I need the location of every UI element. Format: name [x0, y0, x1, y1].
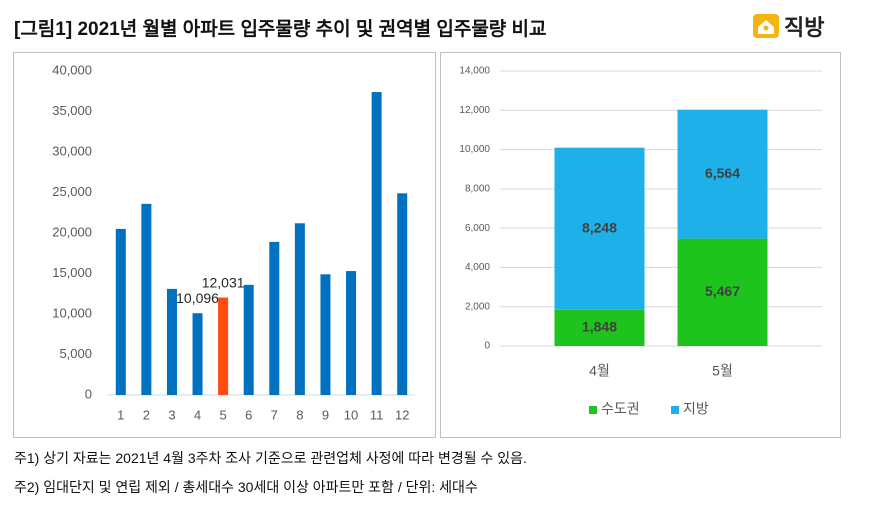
y-tick-label: 0	[484, 341, 490, 352]
y-tick-label: 8,000	[465, 183, 490, 194]
right-panel	[440, 52, 841, 438]
note: 주1) 상기 자료는 2021년 4월 3주차 조사 기준으로 관련업체 사정에…	[14, 450, 527, 466]
y-tick-label: 25,000	[52, 184, 92, 199]
data-label: 6,564	[705, 165, 740, 181]
bar	[192, 313, 203, 395]
bar	[397, 193, 408, 395]
y-tick-label: 35,000	[52, 103, 92, 118]
title: [그림1] 2021년 월별 아파트 입주물량 추이 및 권역별 입주물량 비교	[14, 19, 547, 40]
x-tick-label: 4월	[589, 363, 610, 379]
logo-text: 직방	[784, 15, 825, 40]
bar	[141, 203, 152, 395]
y-tick-label: 40,000	[52, 62, 92, 77]
bar	[218, 297, 229, 395]
y-tick-label: 2,000	[465, 301, 490, 312]
note: 주2) 임대단지 및 연립 제외 / 총세대수 30세대 이상 아파트만 포함 …	[14, 479, 478, 495]
legend-swatch	[671, 406, 679, 414]
x-tick-label: 3	[168, 407, 175, 422]
x-tick-label: 4	[194, 407, 201, 422]
bar-segment	[554, 147, 645, 310]
x-tick-label: 2	[143, 407, 150, 422]
x-tick-label: 1	[117, 407, 124, 422]
logo: 직방	[752, 10, 824, 42]
x-tick-label: 8	[296, 407, 303, 422]
y-tick-label: 14,000	[459, 66, 490, 77]
y-tick-label: 15,000	[52, 265, 92, 280]
bar	[115, 228, 126, 395]
y-tick-label: 12,000	[459, 105, 490, 116]
x-tick-label: 7	[271, 407, 278, 422]
y-tick-label: 0	[85, 386, 92, 401]
bar	[166, 288, 177, 395]
legend-label: 지방	[683, 401, 709, 417]
x-tick-label: 12	[395, 407, 409, 422]
y-tick-label: 10,000	[459, 144, 490, 155]
x-tick-label: 10	[344, 407, 358, 422]
bar	[346, 271, 357, 395]
data-label: 5,467	[705, 283, 740, 299]
bar	[269, 241, 280, 395]
data-label: 1,848	[582, 319, 617, 335]
legend-swatch	[589, 406, 597, 414]
bar	[243, 284, 254, 395]
y-tick-label: 6,000	[465, 223, 490, 234]
x-tick-label: 11	[370, 407, 384, 422]
y-tick-label: 10,000	[52, 305, 92, 320]
bar-segment	[554, 309, 645, 346]
bar-segment	[677, 109, 768, 239]
y-tick-label: 5,000	[59, 346, 92, 361]
data-label: 10,096	[176, 290, 219, 306]
x-tick-label: 5	[220, 407, 227, 422]
bar	[294, 223, 305, 395]
y-tick-label: 4,000	[465, 262, 490, 273]
left-panel	[13, 52, 436, 438]
data-label: 8,248	[582, 219, 617, 235]
x-tick-label: 6	[245, 407, 252, 422]
y-tick-label: 20,000	[52, 224, 92, 239]
y-tick-label: 30,000	[52, 143, 92, 158]
bar-segment	[677, 238, 768, 346]
bar	[371, 92, 382, 395]
logo-icon	[753, 14, 779, 38]
x-tick-label: 5월	[712, 363, 733, 379]
legend-label: 수도권	[601, 401, 640, 417]
bar	[320, 274, 331, 395]
data-label: 12,031	[202, 274, 245, 290]
x-tick-label: 9	[322, 407, 329, 422]
